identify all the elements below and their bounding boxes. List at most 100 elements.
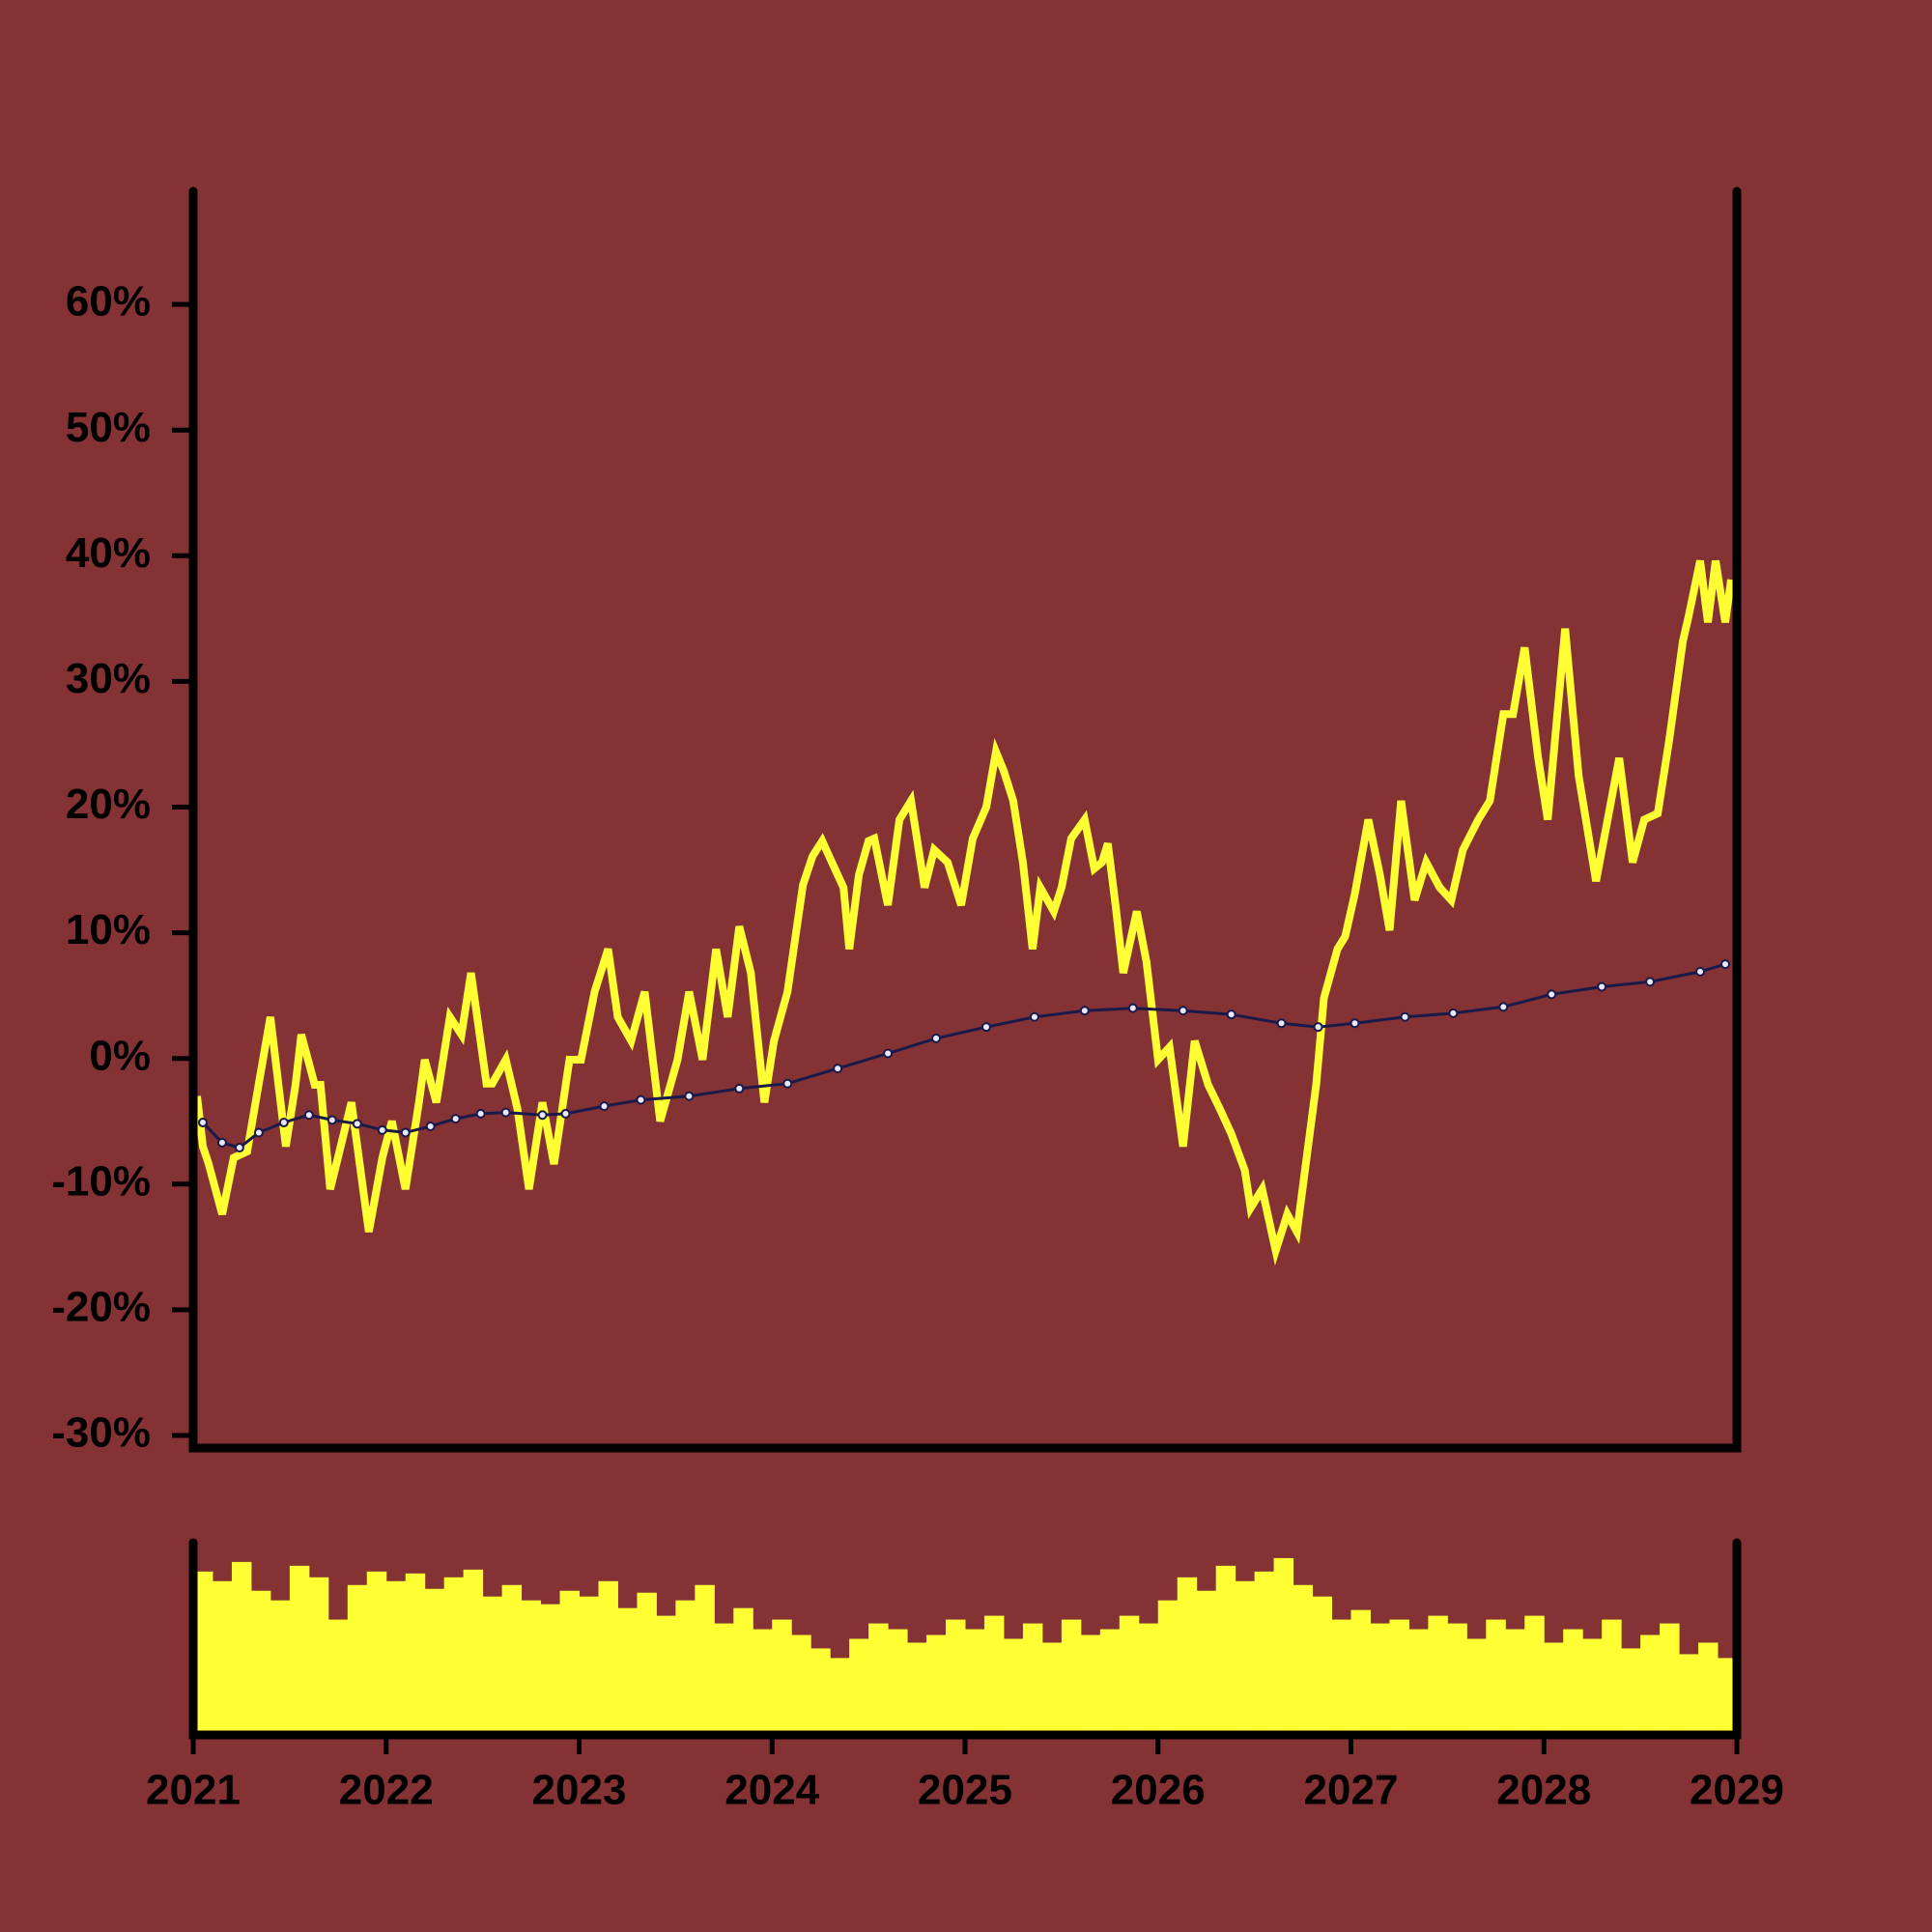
volume-bar xyxy=(1235,1580,1256,1735)
volume-bar xyxy=(675,1600,696,1735)
moving-average-point xyxy=(500,1107,511,1118)
volume-bar xyxy=(1640,1634,1661,1735)
volume-bar xyxy=(327,1619,349,1735)
y-tick-label: 20% xyxy=(66,781,151,828)
volume-bar xyxy=(1660,1623,1680,1735)
volume-bar xyxy=(1022,1623,1043,1735)
volume-bar xyxy=(772,1619,792,1735)
volume-bar xyxy=(1602,1619,1622,1735)
moving-average-point xyxy=(1127,1003,1138,1013)
x-tick-label: 2023 xyxy=(532,1767,627,1814)
volume-bar xyxy=(926,1634,947,1735)
moving-average-point xyxy=(352,1119,362,1129)
volume-bar xyxy=(289,1565,310,1735)
y-tick-label: 50% xyxy=(66,404,151,451)
y-tick-label: -30% xyxy=(51,1409,151,1457)
volume-bar xyxy=(1718,1658,1738,1735)
volume-bar xyxy=(1370,1623,1390,1735)
moving-average-point xyxy=(931,1033,942,1043)
moving-average-point xyxy=(684,1091,695,1101)
x-tick-label: 2022 xyxy=(339,1767,434,1814)
volume-bar xyxy=(946,1619,966,1735)
moving-average-point xyxy=(377,1124,387,1135)
volume-bar xyxy=(540,1604,561,1735)
volume-bar xyxy=(1544,1642,1564,1735)
y-tick-label: 40% xyxy=(66,529,151,577)
volume-bar xyxy=(482,1596,503,1735)
moving-average-point xyxy=(1498,1002,1509,1012)
volume-bar xyxy=(810,1648,831,1735)
moving-average-point xyxy=(537,1110,548,1121)
volume-bar xyxy=(1312,1596,1333,1735)
volume-bar xyxy=(1041,1642,1063,1735)
volume-bar xyxy=(424,1588,445,1735)
volume-bar xyxy=(1157,1600,1179,1735)
volume-bar xyxy=(1428,1615,1448,1735)
moving-average-point xyxy=(883,1048,894,1059)
volume-bar xyxy=(1524,1615,1545,1735)
moving-average-point xyxy=(1178,1006,1188,1016)
moving-average-point xyxy=(278,1118,289,1128)
volume-bar xyxy=(250,1590,271,1735)
volume-bar xyxy=(270,1600,291,1735)
volume-bar xyxy=(1119,1615,1140,1735)
volume-bar xyxy=(753,1629,773,1735)
volume-bar xyxy=(1350,1609,1371,1735)
moving-average-point xyxy=(1547,989,1557,1000)
volume-bar xyxy=(1389,1619,1409,1735)
moving-average-point xyxy=(1645,977,1656,987)
volume-bar xyxy=(849,1638,869,1735)
moving-average-point xyxy=(636,1094,646,1105)
volume-bar xyxy=(443,1577,465,1735)
moving-average-point xyxy=(475,1108,486,1119)
volume-bar xyxy=(308,1577,329,1735)
volume-bar xyxy=(637,1592,657,1735)
volume-bar xyxy=(231,1561,252,1735)
moving-average-point xyxy=(1695,966,1706,977)
volume-bar xyxy=(1215,1565,1236,1735)
moving-average-point xyxy=(1226,1009,1236,1020)
moving-average-point xyxy=(450,1114,461,1124)
moving-average-point xyxy=(560,1108,571,1119)
volume-bar xyxy=(1273,1557,1294,1735)
moving-average-point xyxy=(782,1078,793,1089)
moving-average-point xyxy=(425,1121,436,1131)
y-tick-label: 30% xyxy=(66,655,151,702)
volume-bar xyxy=(1138,1623,1159,1735)
volume-bar xyxy=(405,1573,426,1735)
volume-bar xyxy=(1331,1619,1351,1735)
volume-bar xyxy=(1408,1629,1429,1735)
volume-bar xyxy=(1003,1638,1024,1735)
volume-bar xyxy=(1486,1619,1506,1735)
volume-bar xyxy=(965,1629,985,1735)
volume-bar xyxy=(1196,1590,1217,1735)
moving-average-point xyxy=(1720,959,1731,970)
y-tick-label: 60% xyxy=(66,278,151,326)
moving-average-point xyxy=(1448,1008,1459,1018)
x-tick-label: 2029 xyxy=(1690,1767,1784,1814)
moving-average-point xyxy=(1597,981,1607,992)
moving-average-point xyxy=(980,1022,991,1033)
volume-bar xyxy=(559,1590,580,1735)
moving-average-point xyxy=(1276,1018,1287,1029)
volume-bar xyxy=(1679,1654,1699,1735)
moving-average-point xyxy=(833,1064,843,1074)
x-tick-label: 2027 xyxy=(1304,1767,1399,1814)
volume-bar xyxy=(579,1596,599,1735)
volume-bar xyxy=(830,1658,850,1735)
volume-bar xyxy=(656,1615,676,1735)
volume-bar xyxy=(1099,1629,1121,1735)
x-tick-label: 2026 xyxy=(1111,1767,1206,1814)
moving-average-point xyxy=(197,1118,208,1128)
volume-bar xyxy=(366,1571,387,1735)
volume-bar xyxy=(463,1569,484,1735)
volume-bar xyxy=(983,1615,1005,1735)
moving-average-point xyxy=(734,1083,745,1094)
volume-bar xyxy=(347,1584,368,1735)
moving-average-point xyxy=(1350,1018,1360,1029)
volume-bar xyxy=(695,1584,715,1735)
moving-average-point xyxy=(1313,1022,1323,1033)
volume-bar xyxy=(521,1600,542,1735)
volume-bar xyxy=(1177,1577,1198,1735)
